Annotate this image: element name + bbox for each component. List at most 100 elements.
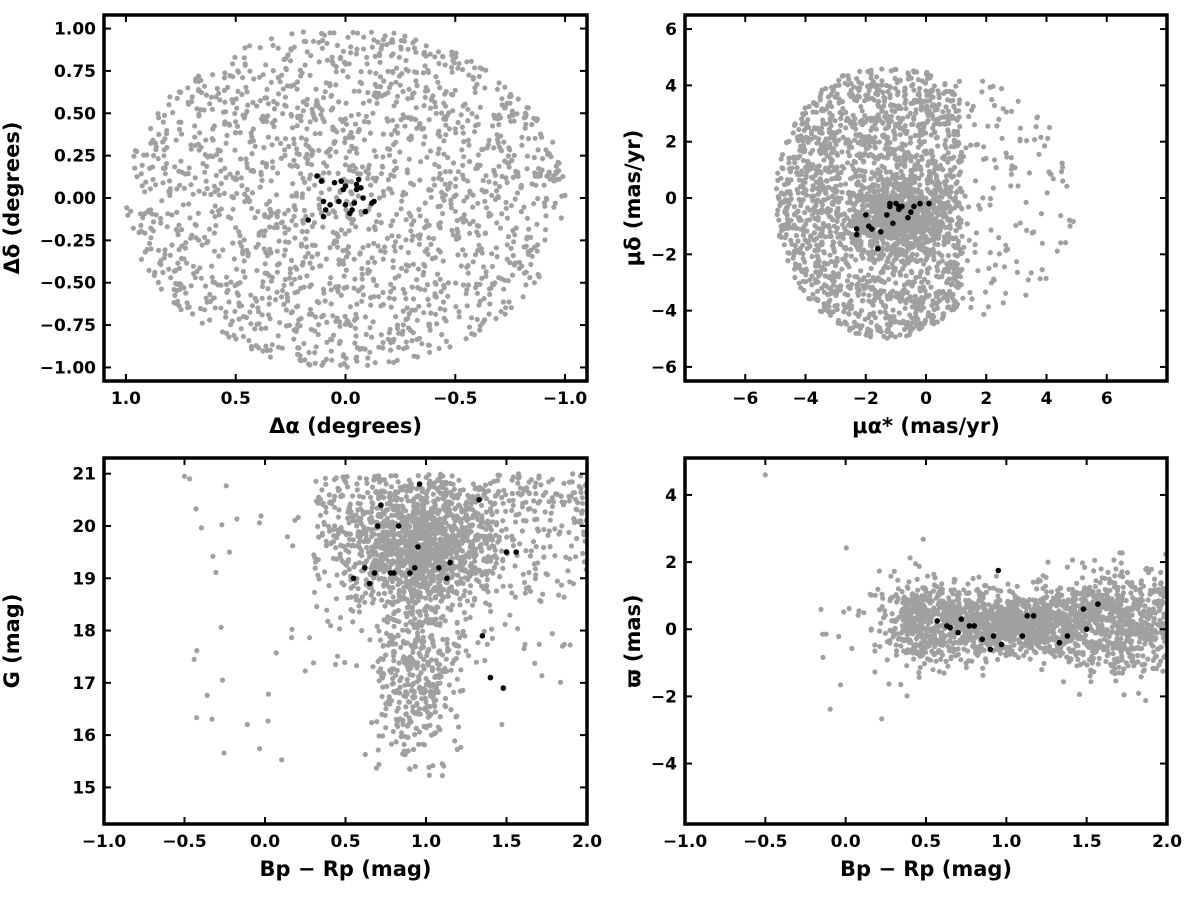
field-point bbox=[329, 54, 335, 60]
field-point bbox=[466, 142, 472, 148]
field-point bbox=[246, 337, 252, 344]
field-point bbox=[778, 200, 784, 206]
field-point bbox=[328, 287, 334, 293]
field-point bbox=[466, 324, 473, 330]
field-point bbox=[338, 227, 344, 233]
field-point bbox=[179, 131, 185, 137]
field-point bbox=[249, 134, 255, 140]
field-point bbox=[839, 189, 845, 195]
field-point bbox=[861, 141, 867, 148]
field-point bbox=[779, 223, 785, 229]
field-point bbox=[148, 125, 154, 132]
field-point bbox=[892, 232, 898, 238]
field-point bbox=[936, 250, 942, 256]
field-point bbox=[841, 231, 848, 237]
field-point bbox=[212, 214, 218, 220]
field-point bbox=[428, 194, 434, 200]
field-point bbox=[948, 189, 954, 195]
field-point bbox=[874, 156, 881, 162]
field-point bbox=[359, 284, 365, 290]
field-point bbox=[255, 208, 261, 215]
field-point bbox=[300, 108, 306, 114]
field-point bbox=[162, 247, 168, 253]
field-point bbox=[254, 103, 260, 109]
field-point bbox=[1026, 170, 1032, 176]
field-point bbox=[380, 154, 386, 160]
field-point bbox=[199, 242, 205, 248]
field-point bbox=[793, 262, 799, 268]
field-point bbox=[843, 244, 849, 250]
field-point bbox=[353, 311, 359, 317]
field-point bbox=[535, 196, 541, 202]
field-point bbox=[550, 139, 556, 145]
field-point bbox=[400, 286, 406, 292]
field-point bbox=[508, 203, 514, 209]
field-point bbox=[316, 202, 322, 208]
field-point bbox=[826, 184, 832, 190]
field-point bbox=[396, 73, 402, 79]
field-point bbox=[433, 311, 439, 317]
field-point bbox=[287, 266, 293, 272]
field-point bbox=[345, 74, 351, 80]
field-point bbox=[260, 279, 266, 285]
field-point bbox=[235, 292, 241, 298]
field-point bbox=[289, 281, 295, 287]
field-point bbox=[958, 268, 964, 274]
field-point bbox=[848, 87, 854, 93]
field-point bbox=[885, 265, 891, 271]
field-point bbox=[506, 299, 512, 305]
field-point bbox=[381, 193, 387, 199]
field-point bbox=[128, 208, 134, 214]
field-point bbox=[504, 179, 510, 186]
field-point bbox=[313, 86, 319, 92]
field-point bbox=[466, 72, 472, 78]
field-point bbox=[473, 165, 479, 172]
field-point bbox=[945, 253, 952, 259]
field-point bbox=[376, 344, 382, 350]
field-point bbox=[907, 294, 913, 300]
field-point bbox=[324, 339, 330, 345]
field-point bbox=[346, 134, 352, 140]
field-point bbox=[813, 179, 820, 185]
field-point bbox=[373, 219, 380, 225]
field-point bbox=[899, 141, 905, 147]
field-point bbox=[421, 310, 427, 316]
field-point bbox=[396, 273, 402, 279]
field-point bbox=[138, 222, 144, 228]
field-point bbox=[859, 108, 865, 114]
field-point bbox=[296, 352, 302, 358]
field-point bbox=[315, 331, 321, 338]
field-point bbox=[1015, 183, 1021, 189]
field-point bbox=[236, 229, 242, 235]
field-point bbox=[481, 264, 487, 270]
field-point bbox=[405, 46, 411, 52]
field-point bbox=[412, 69, 418, 75]
field-point bbox=[403, 296, 409, 302]
field-point bbox=[861, 247, 867, 253]
field-point bbox=[426, 323, 432, 329]
field-point bbox=[328, 301, 334, 307]
y-tick-label: −4 bbox=[651, 302, 677, 322]
field-point bbox=[333, 149, 339, 155]
field-point bbox=[775, 207, 781, 213]
field-point bbox=[249, 151, 255, 157]
field-point bbox=[230, 195, 237, 201]
field-point bbox=[210, 295, 216, 301]
field-point bbox=[161, 255, 167, 261]
field-point bbox=[397, 82, 403, 88]
field-point bbox=[961, 153, 967, 160]
field-point bbox=[248, 321, 254, 327]
field-point bbox=[179, 227, 185, 233]
field-point bbox=[448, 205, 454, 211]
field-point bbox=[911, 116, 917, 122]
field-point bbox=[177, 182, 183, 188]
field-point bbox=[410, 296, 417, 302]
field-point bbox=[868, 233, 874, 239]
field-point bbox=[840, 256, 846, 262]
field-point bbox=[870, 311, 876, 318]
field-point bbox=[386, 330, 392, 336]
field-point bbox=[295, 289, 301, 295]
field-point bbox=[411, 90, 417, 96]
field-point bbox=[968, 142, 974, 148]
field-point bbox=[486, 137, 492, 143]
